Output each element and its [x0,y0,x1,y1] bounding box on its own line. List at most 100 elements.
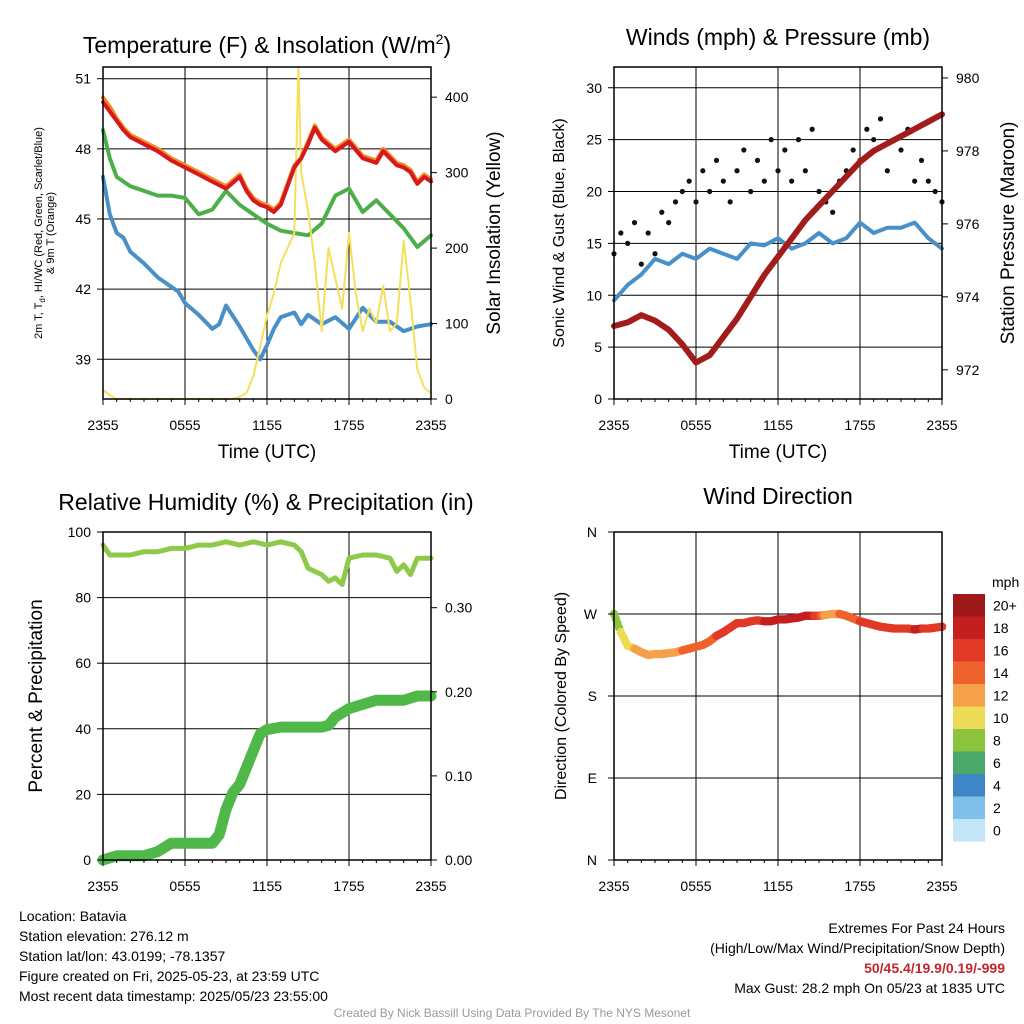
winds-series [611,111,945,366]
wind-direction-y-label: Direction (Colored By Speed) [553,592,570,800]
extremes-legend: (High/Low/Max Wind/Precipitation/Snow De… [710,940,1005,956]
wind-direction-series [609,609,947,660]
temperature-axes: 39 42 45 48 51 0 100 200 300 400 2355 0555 1155 1755 2… [75,71,468,433]
gust-point [652,251,658,257]
winds-axes: 0 5 10 15 20 25 30 972 974 976 978 980 2355 0555 1155 1… [586,70,979,433]
colorbar-label: 4 [993,777,1001,793]
colorbar-label: 6 [993,755,1001,771]
winds-y-tick-label: 15 [586,235,602,251]
colorbar-swatch [953,639,985,662]
station-latlon: Station lat/lon: 43.0199; -78.1357 [19,948,226,964]
colorbar-label: 16 [993,642,1009,658]
temperature-y-tick-label: 39 [75,351,91,367]
winds-grid [613,67,943,400]
gust-point [713,157,720,163]
colorbar-swatch [953,706,985,729]
humidity-title: Relative Humidity (%) & Precipitation (i… [58,489,473,515]
gust-point [679,188,685,195]
gust-point [816,188,822,195]
gust-point [877,116,884,122]
temperature-y-tick-label: 45 [75,211,91,227]
humidity-y2-tick-label: 0.00 [445,852,472,868]
winds-panel: Winds (mph) & Pressure (mb) 0 5 10 15 20 25 30… [551,24,1019,463]
temperature-y-tick-label: 42 [75,281,91,297]
credit-line: Created By Nick Bassill Using Data Provi… [333,1006,691,1020]
gust-point [748,188,754,195]
wind-direction-grid [613,532,943,860]
winds-y2-tick-label: 978 [956,143,980,159]
humidity-x-tick-label: 1155 [252,878,282,894]
gust-point [625,240,631,246]
wind-direction-x-tick-label: 1155 [763,878,793,894]
temperature-y2-tick-label: 400 [445,89,469,105]
gust-point [932,188,938,195]
colorbar-swatch [953,796,985,819]
station-location: Location: Batavia [19,908,127,924]
winds-y2-tick-label: 972 [956,362,980,378]
humidity-y-tick-label: 20 [75,786,91,802]
gust-point [720,178,726,184]
colorbar-swatch [953,819,985,842]
colorbar-label: 10 [993,710,1009,726]
humidity-x-tick-label: 2355 [415,878,446,894]
gust-point [768,137,774,143]
gust-point [666,220,672,226]
precipitation-line [97,690,437,866]
winds-y2-label: Station Pressure (Maroon) [998,122,1019,345]
gust-point [754,157,761,163]
gust-point [775,168,781,174]
wind-direction-y-tick-label: N [587,852,597,868]
colorbar-swatch [953,661,985,684]
gust-point [925,178,931,184]
wind-direction-x-tick-label: 0555 [680,878,711,894]
winds-y-tick-label: 0 [594,391,602,407]
colorbar-swatch [953,594,985,617]
gust-point [789,178,795,184]
humidity-y-tick-label: 0 [83,852,91,868]
gust-point [795,137,802,143]
gust-point [884,168,890,174]
gust-point [871,137,877,143]
temperature-x-label: Time (UTC) [218,442,317,463]
wind-direction-y-tick-label: N [587,524,597,540]
temperature-x-tick-label: 1755 [333,417,364,433]
humidity-series [97,539,437,866]
gust-point [618,230,624,236]
colorbar-label: 0 [993,822,1001,838]
temperature-line-2m-td [101,128,433,249]
temperature-title: Temperature (F) & Insolation (W/m2) [83,31,451,58]
humidity-y2-tick-label: 0.20 [445,684,472,700]
winds-y-tick-label: 5 [594,339,602,355]
humidity-panel: Relative Humidity (%) & Precipitation (i… [26,489,474,894]
wind-direction-x-tick-label: 2355 [926,878,957,894]
station-elevation: Station elevation: 276.12 m [19,928,189,944]
svg-text:& 9m T (Orange): & 9m T (Orange) [45,192,57,274]
winds-y-tick-label: 20 [586,184,602,200]
gust-point [645,230,651,236]
temperature-x-tick-label: 0555 [169,417,200,433]
temperature-line-2m-t [101,100,433,214]
svg-text:2m T, Td, HI/WC (Red, Green, S: 2m T, Td, HI/WC (Red, Green, Scarlet/Blu… [33,127,47,339]
humidity-x-tick-label: 1755 [333,878,364,894]
temperature-y-label: 2m T, Td, HI/WC (Red, Green, Scarlet/Blu… [33,127,57,339]
speed-colorbar: mph 20+ 18 16 14 12 10 8 6 4 2 0 [953,574,1019,842]
winds-y-tick-label: 10 [586,287,602,303]
winds-x-tick-label: 1155 [763,417,793,433]
gust-point [912,178,918,184]
temperature-series [101,66,433,400]
colorbar-swatch [953,774,985,797]
temperature-x-tick-label: 2355 [87,417,118,433]
winds-title: Winds (mph) & Pressure (mb) [626,24,930,50]
gust-point [631,220,638,226]
gust-point [802,168,808,174]
gust-point [659,209,665,215]
temperature-line-hi-wc [101,174,433,362]
gust-point [686,178,692,184]
wind-direction-x-tick-label: 2355 [598,878,629,894]
wind-direction-x-tick-label: 1755 [844,878,875,894]
temperature-y2-tick-label: 300 [445,165,469,181]
sonic-wind-line [612,220,944,303]
extremes-heading: Extremes For Past 24 Hours [828,920,1005,936]
humidity-y2-tick-label: 0.10 [445,768,472,784]
